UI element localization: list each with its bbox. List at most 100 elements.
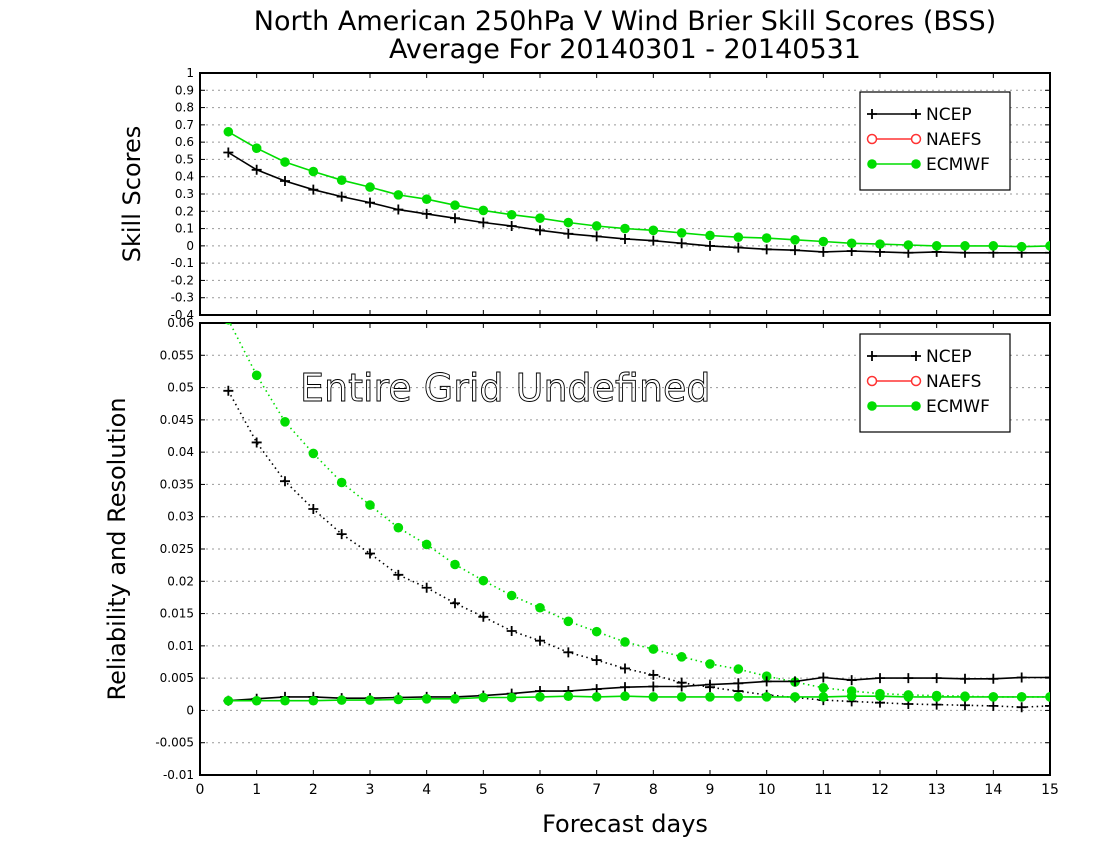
data-point-ncep	[931, 673, 942, 684]
annotation-text: Entire Grid Undefined	[300, 366, 711, 410]
y-tick-label: -0.2	[171, 273, 194, 287]
data-point-ncep	[1045, 247, 1050, 258]
data-point-ecmwf	[676, 692, 687, 702]
y-tick-label: 0.04	[167, 445, 194, 459]
legend-marker-plus	[911, 351, 921, 361]
x-tick-label: 1	[252, 782, 261, 798]
y-tick-label: 1	[186, 66, 194, 80]
x-tick-label: 0	[196, 782, 205, 798]
data-point-ecmwf	[733, 232, 744, 243]
data-point-ecmwf	[676, 652, 687, 662]
data-point-ncep	[960, 700, 970, 711]
data-point-ecmwf	[365, 182, 375, 192]
data-point-ncep	[648, 235, 659, 246]
data-point-ncep	[790, 245, 800, 256]
y-tick-label: 0.7	[175, 118, 194, 132]
data-point-ecmwf	[931, 692, 942, 702]
data-point-ncep	[251, 437, 262, 448]
data-point-ncep	[620, 233, 630, 244]
data-point-ncep	[535, 225, 545, 236]
data-point-ecmwf	[336, 175, 347, 185]
data-point-ncep	[648, 669, 659, 680]
y-tick-label: 0.06	[167, 316, 194, 330]
y-tick-label: 0.01	[167, 639, 194, 653]
data-point-ncep	[761, 244, 772, 255]
data-point-ncep	[450, 598, 460, 609]
top-panel-skill-scores: -0.4 -0.3 -0.2 -0.1 0 0.1 0.2 0.3 0.4 0.5 0.6 0.7 0.…	[118, 66, 1051, 322]
data-point-ncep	[705, 679, 715, 690]
legend-label-ncep: NCEP	[926, 347, 972, 367]
data-point-ecmwf	[393, 190, 404, 200]
y-tick-label: 0.045	[160, 413, 194, 427]
data-point-ecmwf	[280, 416, 290, 427]
x-tick-label: 12	[871, 782, 889, 798]
plot-frame	[199, 322, 1051, 776]
data-point-ecmwf	[676, 228, 687, 238]
legend-marker-dot	[911, 159, 921, 169]
legend-marker-open-circle	[910, 375, 922, 387]
data-point-ncep	[450, 213, 460, 224]
legend-marker-plus	[867, 109, 877, 119]
data-point-ecmwf	[1016, 241, 1027, 252]
data-point-ecmwf	[1016, 692, 1027, 702]
legend-marker-dot	[911, 401, 921, 411]
y-tick-label: 0.8	[175, 101, 194, 115]
data-point-ecmwf	[421, 694, 432, 704]
legend-marker-open-circle	[866, 133, 878, 145]
y-tick-label: 0.5	[175, 152, 194, 166]
data-point-ncep	[223, 147, 234, 158]
data-point-ecmwf	[818, 683, 829, 693]
x-tick-label: 9	[706, 782, 715, 798]
data-point-ecmwf	[960, 692, 970, 702]
data-point-ncep	[365, 197, 375, 208]
data-point-ecmwf	[251, 370, 262, 381]
x-tick-label: 8	[649, 782, 658, 798]
y-tick-label: 0.3	[175, 187, 194, 201]
data-point-ecmwf	[336, 695, 347, 705]
data-point-ecmwf	[903, 240, 914, 250]
chart-title-line1: North American 250hPa V Wind Brier Skill…	[254, 6, 996, 37]
legend-marker-plus	[911, 109, 921, 119]
data-point-ncep	[365, 548, 375, 559]
data-point-ecmwf	[393, 522, 404, 533]
data-point-ecmwf	[450, 694, 460, 704]
data-point-ecmwf	[591, 221, 602, 231]
data-point-ncep	[648, 681, 659, 692]
data-point-ncep	[988, 700, 999, 711]
data-point-ncep	[506, 220, 517, 231]
data-point-ecmwf	[365, 500, 375, 510]
data-point-ecmwf	[308, 695, 319, 706]
y-tick-label: 0.4	[175, 170, 194, 184]
y-tick-label: 0.1	[175, 222, 194, 236]
x-tick-label: 6	[536, 782, 545, 798]
data-point-ecmwf	[903, 692, 914, 702]
data-point-ecmwf	[960, 241, 970, 251]
data-point-ecmwf	[733, 692, 744, 702]
data-point-ecmwf	[421, 194, 432, 204]
legend-marker-dot	[867, 159, 877, 169]
x-tick-label: 11	[814, 782, 832, 798]
data-point-ecmwf	[450, 200, 460, 211]
data-point-ncep	[563, 647, 574, 658]
data-point-ncep	[960, 673, 970, 684]
data-point-ncep	[1045, 700, 1050, 711]
data-point-ncep	[393, 204, 404, 215]
data-point-ecmwf	[761, 671, 772, 682]
data-point-ncep	[280, 476, 290, 487]
legend-label-naefs: NAEFS	[926, 130, 981, 150]
data-point-ecmwf	[818, 236, 829, 247]
data-point-ecmwf	[478, 692, 489, 703]
data-point-ncep	[818, 246, 829, 257]
data-point-ncep	[790, 676, 800, 687]
y-tick-label: 0.035	[160, 477, 194, 491]
data-point-ecmwf	[251, 695, 262, 706]
data-point-ecmwf	[988, 692, 999, 702]
data-point-ecmwf	[846, 238, 857, 249]
data-point-ncep	[818, 672, 829, 683]
legend-marker-plus	[867, 351, 877, 361]
legend-marker-open-circle	[910, 133, 922, 145]
y-tick-label: 0.005	[160, 671, 194, 685]
x-tick-label: 10	[758, 782, 776, 798]
data-point-ecmwf	[846, 691, 857, 702]
